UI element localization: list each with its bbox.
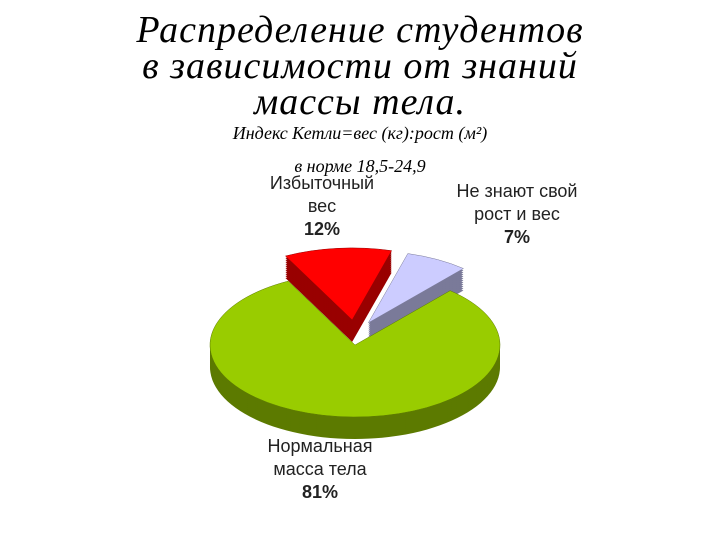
slice-label: Нормальная масса тела 81% [220, 435, 420, 504]
note: в норме 18,5-24,9 [294, 156, 426, 176]
value-label: 12% [303, 219, 341, 239]
slice [209, 280, 501, 418]
slice-label: Избыточный вес 12% [222, 172, 422, 241]
slice [284, 247, 393, 321]
slice-label: Не знают свой рост и вес 7% [417, 180, 617, 249]
subtitle: Индекс Кетли=вес (кг):рост (м²) [232, 123, 488, 143]
value-label: 7% [503, 227, 530, 247]
category-label: Не знают свой рост и вес [456, 181, 578, 224]
category-label: Нормальная масса тела [267, 436, 373, 479]
chart-title: Распределение студентов в зависимости от… [136, 9, 584, 123]
category-label: Избыточный вес [269, 173, 375, 216]
value-label: 81% [301, 482, 339, 502]
slice [367, 253, 465, 324]
